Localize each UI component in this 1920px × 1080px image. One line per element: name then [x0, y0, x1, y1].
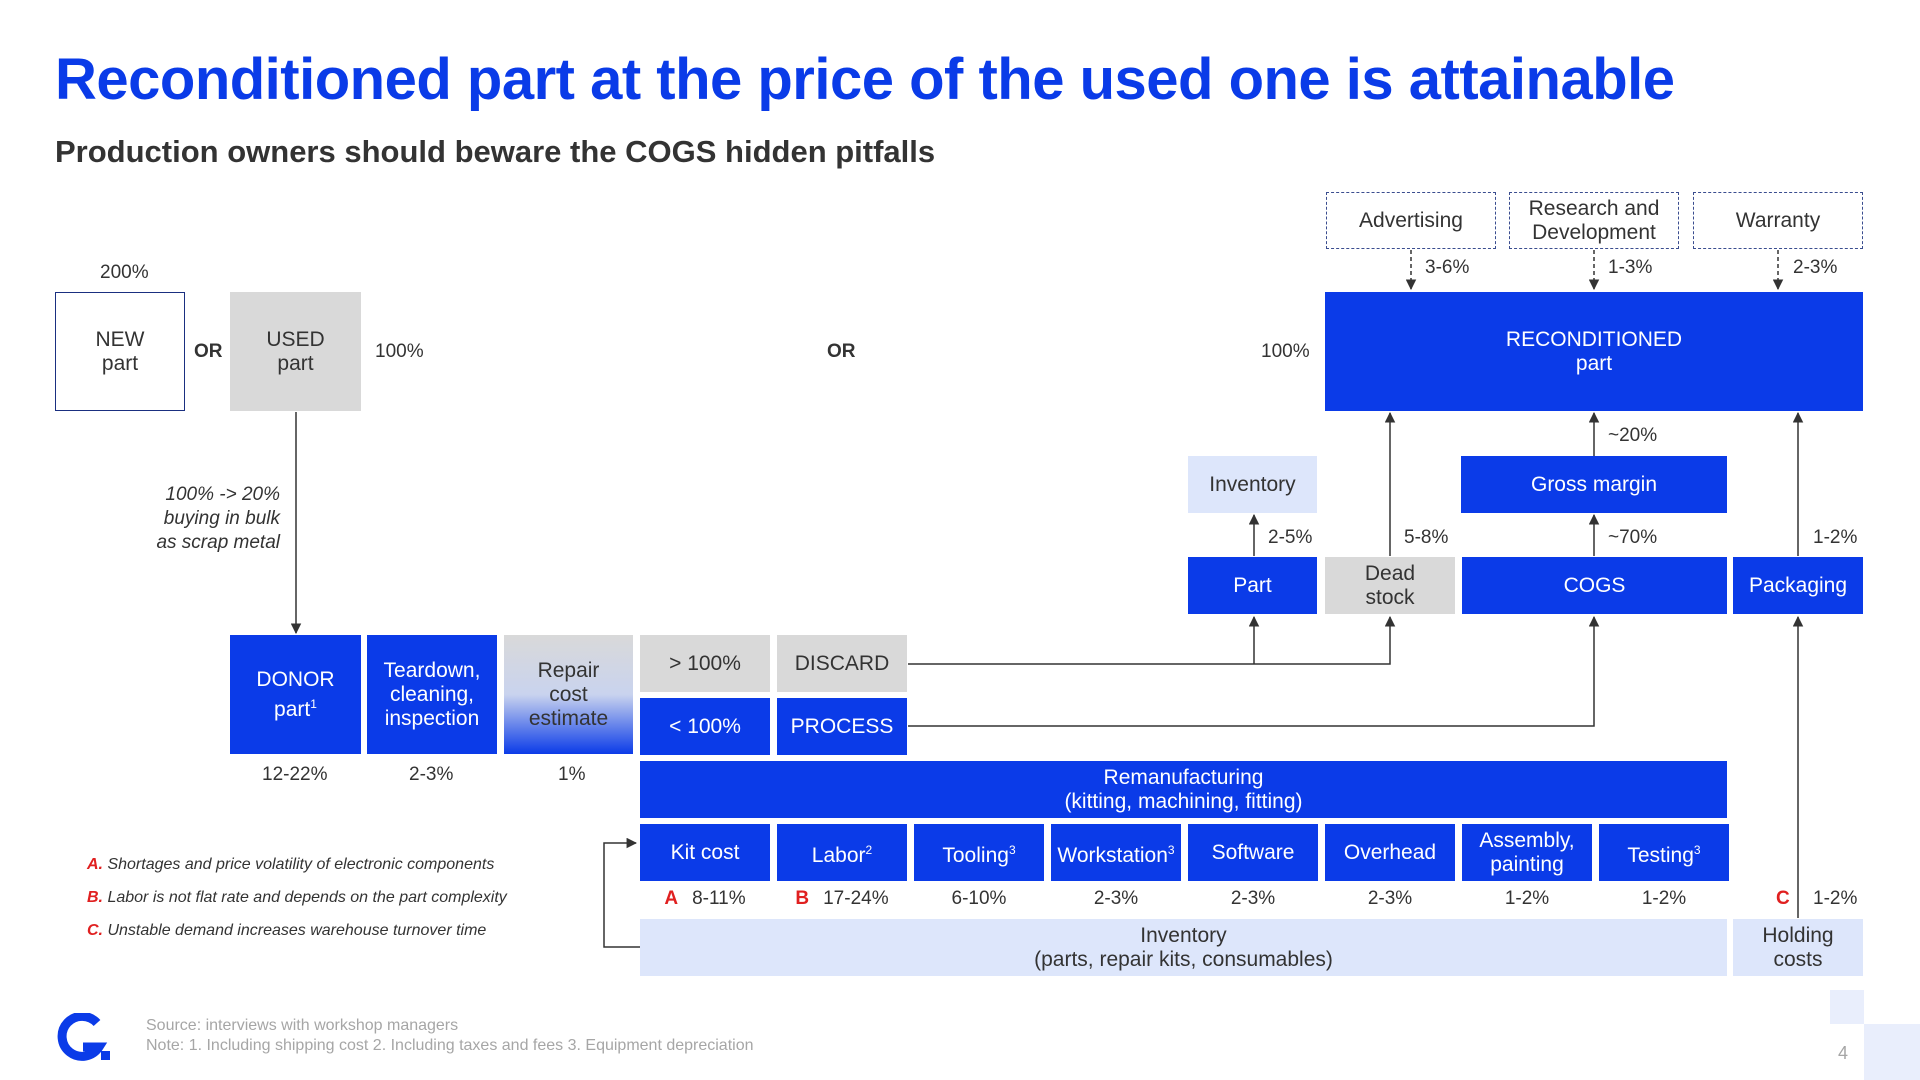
used-part-box: USED part	[230, 292, 361, 411]
note-c: C. Unstable demand increases warehouse t…	[87, 922, 486, 940]
reconditioned-pct: 100%	[1261, 341, 1310, 362]
page-subtitle: Production owners should beware the COGS…	[55, 134, 936, 169]
dead-stock-pct: 5-8%	[1404, 527, 1449, 548]
reman-item-pct-row: 2-3%	[1051, 888, 1181, 910]
reman-item-pct: 1-2%	[1641, 888, 1687, 909]
dead-stock-box: Dead stock	[1325, 557, 1455, 614]
note-b: B. Labor is not flat rate and depends on…	[87, 889, 507, 907]
page-number: 4	[1838, 1043, 1849, 1063]
reman-item-pct-row: 1-2%	[1599, 888, 1729, 910]
repair-pct: 1%	[558, 764, 586, 785]
note-a: A. Shortages and price volatility of ele…	[87, 856, 494, 874]
footer-note: Note: 1. Including shipping cost 2. Incl…	[146, 1037, 754, 1054]
reman-item-pct-row: 6-10%	[914, 888, 1044, 910]
inventory-bottom-box: Inventory (parts, repair kits, consumabl…	[640, 919, 1727, 976]
reman-item-flag: B	[795, 888, 810, 909]
reman-item-footnote-ref: 3	[1167, 842, 1175, 857]
repair-estimate-box: Repair cost estimate	[504, 635, 633, 754]
company-logo	[57, 1013, 110, 1061]
reman-item-label: Overhead	[1343, 840, 1437, 864]
gross-margin-pct: ~20%	[1608, 425, 1658, 446]
warranty-box: Warranty	[1693, 192, 1863, 249]
note-c-text: Unstable demand increases warehouse turn…	[103, 922, 487, 939]
donor-part-box: DONOR part1	[230, 635, 361, 754]
teardown-pct: 2-3%	[409, 764, 454, 785]
reman-item-label: Tooling	[942, 843, 1009, 867]
teardown-box: Teardown, cleaning, inspection	[367, 635, 497, 754]
holding-pct: 1-2%	[1813, 888, 1858, 909]
reman-item-pct: 1-2%	[1504, 888, 1550, 909]
holding-costs-box: Holding costs	[1733, 919, 1863, 976]
reman-item-footnote-ref: 2	[865, 842, 873, 857]
research-pct: 1-3%	[1608, 257, 1653, 278]
packaging-box: Packaging	[1733, 557, 1863, 614]
donor-footnote-ref: 1	[310, 696, 317, 711]
note-b-text: Labor is not flat rate and depends on th…	[103, 889, 507, 906]
donor-pct: 12-22%	[262, 764, 328, 785]
reman-item-pct-row: 1-2%	[1462, 888, 1592, 910]
reman-item-pct-row: B 17-24%	[777, 888, 907, 910]
reman-item-footnote-ref: 3	[1693, 842, 1701, 857]
reman-item-label: Software	[1211, 840, 1295, 864]
reman-item-pct: 2-3%	[1093, 888, 1139, 909]
process-box: PROCESS	[777, 698, 907, 755]
new-part-pct: 200%	[100, 262, 149, 283]
cogs-pct: ~70%	[1608, 527, 1658, 548]
holding-flag: C	[1776, 888, 1790, 909]
reman-item-box: Software	[1188, 824, 1318, 881]
reman-item-box: Labor2	[777, 824, 907, 881]
reconditioned-part-box: RECONDITIONED part	[1325, 292, 1863, 411]
or-label-2: OR	[827, 341, 856, 362]
reman-item-footnote-ref: 3	[1008, 842, 1016, 857]
footer-source: Source: interviews with workshop manager…	[146, 1017, 459, 1034]
packaging-pct: 1-2%	[1813, 527, 1858, 548]
reman-item-box: Tooling3	[914, 824, 1044, 881]
note-c-letter: C.	[87, 922, 103, 939]
reman-item-box: Workstation3	[1051, 824, 1181, 881]
reman-item-pct-row: A 8-11%	[640, 888, 770, 910]
reman-item-pct: 8-11%	[692, 888, 746, 909]
reman-item-flag: A	[664, 888, 679, 909]
scrap-note: 100% -> 20% buying in bulk as scrap meta…	[156, 484, 280, 553]
corner-square-1	[1830, 990, 1864, 1024]
reman-item-box: Kit cost	[640, 824, 770, 881]
reman-item-box: Assembly, painting	[1462, 824, 1592, 881]
warranty-pct: 2-3%	[1793, 257, 1838, 278]
gross-margin-box: Gross margin	[1461, 456, 1727, 513]
reman-item-box: Testing3	[1599, 824, 1729, 881]
part-pct: 2-5%	[1268, 527, 1313, 548]
note-a-letter: A.	[87, 856, 103, 873]
corner-square-2	[1864, 1024, 1920, 1080]
part-box: Part	[1188, 557, 1317, 614]
reman-item-label: Kit cost	[670, 840, 740, 864]
reman-item-pct: 6-10%	[951, 888, 1007, 909]
advertising-box: Advertising	[1326, 192, 1496, 249]
donor-part-label: DONOR part	[256, 667, 335, 721]
or-label-1: OR	[194, 341, 223, 362]
remanufacturing-box: Remanufacturing (kitting, machining, fit…	[640, 761, 1727, 818]
advertising-pct: 3-6%	[1425, 257, 1470, 278]
inventory-top-box: Inventory	[1188, 456, 1317, 513]
reman-item-label: Workstation	[1057, 843, 1168, 867]
reman-item-pct: 2-3%	[1230, 888, 1276, 909]
used-part-pct: 100%	[375, 341, 424, 362]
reman-item-pct-row: 2-3%	[1188, 888, 1318, 910]
new-part-box: NEW part	[55, 292, 185, 411]
reman-item-box: Overhead	[1325, 824, 1455, 881]
note-a-text: Shortages and price volatility of electr…	[103, 856, 495, 873]
reman-item-pct: 2-3%	[1367, 888, 1413, 909]
reman-item-pct-row: 2-3%	[1325, 888, 1455, 910]
cogs-box: COGS	[1462, 557, 1727, 614]
reman-item-label: Assembly, painting	[1479, 828, 1575, 876]
under-100-box: < 100%	[640, 698, 770, 755]
discard-box: DISCARD	[777, 635, 907, 692]
research-box: Research and Development	[1509, 192, 1679, 249]
page-title: Reconditioned part at the price of the u…	[55, 47, 1675, 112]
reman-item-pct: 17-24%	[823, 888, 889, 909]
reman-item-label: Labor	[811, 843, 866, 867]
reman-item-label: Testing	[1627, 843, 1694, 867]
note-b-letter: B.	[87, 889, 103, 906]
over-100-box: > 100%	[640, 635, 770, 692]
